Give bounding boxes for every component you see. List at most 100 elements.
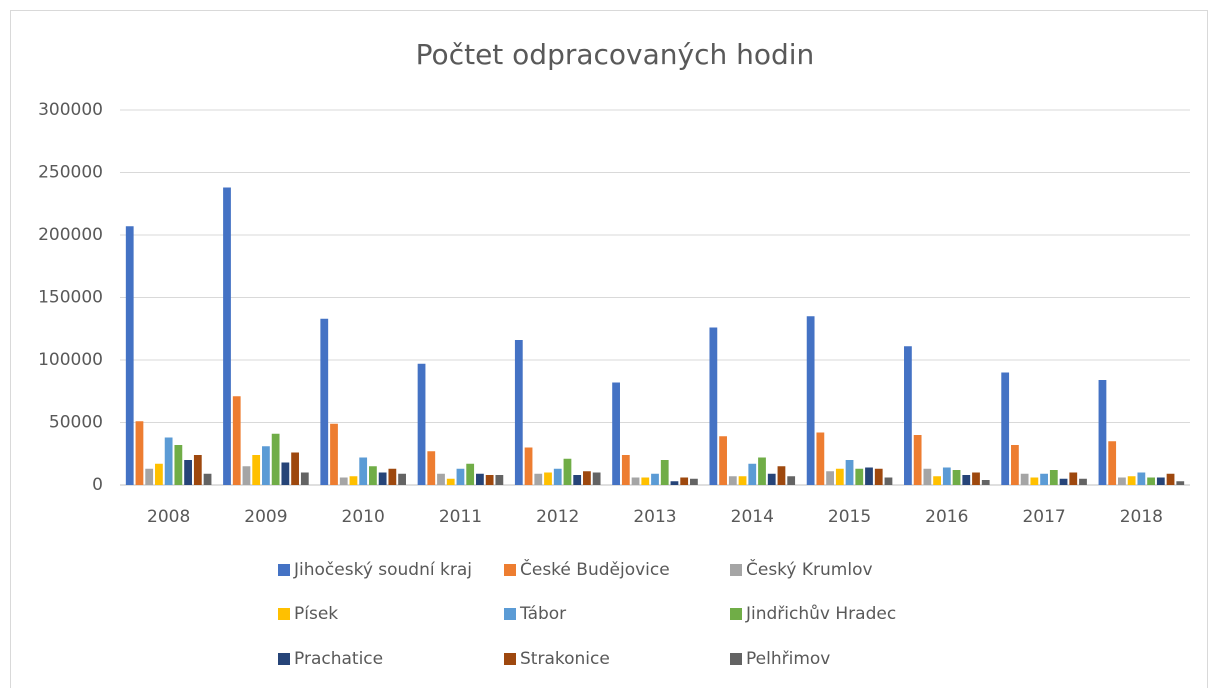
bar	[485, 475, 494, 485]
bar	[193, 455, 202, 485]
bar	[719, 436, 727, 485]
bar	[651, 473, 659, 485]
y-tick-label: 50000	[49, 413, 103, 433]
x-tick-label: 2018	[1120, 507, 1163, 527]
y-tick-label: 250000	[38, 163, 103, 183]
legend-swatch	[504, 564, 516, 576]
legend-swatch	[278, 608, 290, 620]
bar	[758, 457, 766, 485]
bar	[1079, 478, 1087, 485]
bar	[369, 466, 377, 485]
bar	[1098, 380, 1107, 485]
legend-label: Jihočeský soudní kraj	[293, 560, 472, 580]
bar	[514, 340, 523, 485]
bar	[349, 476, 358, 485]
bar	[281, 462, 290, 485]
bar	[612, 382, 620, 485]
bar	[291, 452, 299, 485]
bar	[242, 466, 251, 485]
bar	[952, 470, 961, 485]
bar	[874, 468, 883, 485]
legend-swatch	[504, 608, 516, 620]
bar	[330, 423, 338, 485]
bar	[320, 318, 329, 485]
x-tick-label: 2012	[536, 507, 579, 527]
x-tick-label: 2008	[147, 507, 190, 527]
bar	[1147, 477, 1155, 485]
bar	[1137, 472, 1146, 485]
y-tick-label: 200000	[38, 225, 103, 245]
y-tick-label: 100000	[38, 350, 103, 370]
legend-swatch	[278, 653, 290, 665]
bar	[388, 468, 397, 485]
legend-swatch	[278, 564, 290, 576]
bar	[1020, 473, 1029, 485]
bar	[835, 468, 844, 485]
bar	[534, 473, 543, 485]
bar	[553, 468, 562, 485]
bar	[641, 477, 650, 485]
bar	[855, 468, 864, 485]
legend-label: Prachatice	[294, 649, 383, 669]
bar	[232, 396, 241, 485]
bar	[417, 363, 426, 485]
legend-swatch	[504, 653, 516, 665]
bar	[738, 476, 747, 485]
bar	[1011, 445, 1019, 485]
legend-label: Písek	[294, 604, 338, 624]
legend-label: Český Krumlov	[746, 558, 873, 580]
bar	[446, 478, 455, 485]
bar	[913, 435, 922, 485]
bar	[524, 447, 533, 485]
bar	[631, 477, 640, 485]
bar	[981, 480, 990, 485]
bar	[252, 455, 261, 485]
bar	[495, 475, 504, 485]
bar	[271, 433, 280, 485]
bar	[826, 471, 834, 485]
bar	[164, 437, 173, 485]
legend-label: Strakonice	[520, 649, 610, 669]
bar	[359, 457, 368, 485]
bar	[1156, 477, 1165, 485]
bar	[728, 476, 737, 485]
bar	[680, 477, 689, 485]
bar	[592, 472, 601, 485]
legend-swatch	[730, 608, 742, 620]
bar	[573, 475, 582, 485]
bar	[155, 463, 163, 485]
bar	[884, 477, 893, 485]
bar	[923, 468, 932, 485]
bar	[223, 187, 231, 485]
bar	[125, 226, 134, 485]
bar	[1030, 477, 1039, 485]
bar	[583, 471, 591, 485]
bar	[1059, 478, 1068, 485]
bar	[1049, 470, 1058, 485]
bar	[466, 463, 475, 485]
bar	[339, 477, 348, 485]
bar	[777, 466, 786, 485]
bar	[806, 316, 815, 485]
bar	[942, 467, 951, 485]
bar	[145, 468, 154, 485]
legend-label: České Budějovice	[520, 558, 670, 580]
bar	[767, 473, 776, 485]
x-tick-label: 2009	[244, 507, 287, 527]
legend-label: Pelhřimov	[746, 649, 830, 669]
legend-label: Tábor	[519, 604, 566, 624]
bar	[135, 421, 144, 485]
bar	[748, 463, 757, 485]
bar	[456, 468, 465, 485]
y-tick-label: 0	[92, 475, 103, 495]
y-tick-label: 300000	[38, 100, 103, 120]
bar	[1127, 476, 1136, 485]
bar	[972, 472, 980, 485]
x-tick-label: 2011	[439, 507, 482, 527]
bar	[690, 478, 698, 485]
bar	[427, 451, 436, 485]
bar	[621, 455, 630, 485]
bar	[398, 473, 406, 485]
